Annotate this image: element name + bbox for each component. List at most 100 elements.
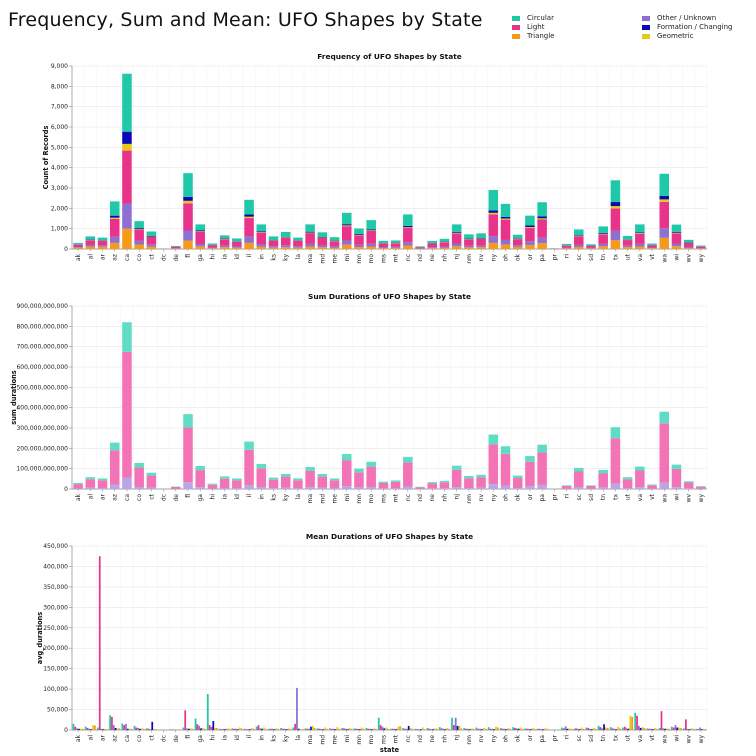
bar-segment-other-unknown (635, 243, 645, 247)
bar-segment-circular (512, 475, 523, 479)
x-tick-label: ri (564, 494, 571, 498)
bar-segment-circular (635, 224, 645, 233)
bar-triangle (484, 728, 487, 730)
y-tick-label: 200,000 (43, 645, 68, 652)
bar-segment-other-unknown (671, 243, 682, 247)
bar-geometric (324, 727, 326, 730)
bar-segment-light (109, 450, 120, 485)
bar-light (318, 728, 321, 730)
bar-segment-light (574, 236, 584, 245)
legend-item: Circular (512, 14, 554, 22)
bar-segment-other-unknown (329, 487, 340, 489)
x-tick-label: ri (564, 735, 571, 739)
bar-triangle (277, 728, 279, 730)
bar-triangle (521, 728, 524, 730)
bar-segment-circular (451, 465, 462, 470)
bar-segment-light (537, 219, 547, 238)
bar-segment-triangle (586, 248, 596, 249)
bar-segment-circular (232, 238, 242, 242)
x-tick-label: sc (576, 735, 583, 741)
bar-other-unknown (125, 723, 127, 730)
x-tick-label: ny (490, 494, 497, 502)
bar-circular (622, 727, 624, 730)
bar-segment-other-unknown (268, 246, 279, 248)
bar-circular (475, 727, 478, 730)
bar-segment-circular (293, 237, 303, 241)
bar-triangle (191, 728, 194, 730)
bar-segment-light (610, 208, 621, 231)
bar-triangle (155, 729, 157, 730)
bar-circular (500, 727, 502, 730)
bar-segment-triangle (219, 247, 230, 249)
bar-geometric (495, 726, 497, 730)
bar-segment-circular (146, 472, 157, 476)
bar-segment-circular (293, 478, 303, 481)
bar-segment-triangle (525, 244, 535, 249)
bar-other-unknown (332, 728, 335, 730)
x-tick-label: mo (368, 735, 375, 745)
x-tick-label: sd (588, 735, 595, 742)
bar-geometric (519, 727, 522, 730)
bar-other-unknown (247, 729, 249, 730)
bar-light (416, 729, 419, 730)
bar-segment-other-unknown (390, 488, 401, 489)
x-tick-label: hi (209, 735, 216, 741)
bar-segment-light (561, 485, 572, 489)
bar-segment-circular (183, 173, 193, 197)
x-tick-label: pr (551, 253, 558, 260)
bar-triangle (582, 728, 585, 730)
bar-segment-circular (122, 73, 132, 132)
bar-segment-circular (403, 214, 413, 226)
bar-other-unknown (393, 728, 396, 730)
bar-other-unknown (601, 728, 604, 730)
legend-label: Light (527, 23, 545, 31)
bar-segment-light (696, 486, 706, 489)
bar-light (245, 729, 248, 730)
bar-triangle (509, 728, 511, 730)
bar-triangle (252, 728, 255, 730)
bar-light (538, 728, 541, 730)
x-tick-label: va (637, 494, 644, 502)
y-axis-label: sum_durations (10, 370, 18, 425)
bar-circular (267, 728, 270, 730)
bar-segment-circular (574, 467, 584, 472)
x-tick-label: nc (405, 494, 412, 501)
x-tick-label: tn (600, 494, 607, 500)
x-tick-label: wv (686, 494, 693, 503)
bar-formation-changing (114, 727, 117, 730)
bar-light (404, 728, 406, 730)
bar-segment-circular (586, 244, 596, 246)
bar-circular (585, 727, 588, 730)
bar-other-unknown (454, 717, 457, 730)
bar-segment-other-unknown (427, 488, 438, 489)
bar-segment-light (305, 233, 315, 244)
x-tick-label: ks (270, 254, 277, 261)
sum-durations-chart: Sum Durations of UFO Shapes by State 0 100… (10, 292, 708, 504)
bar-segment-other-unknown (109, 236, 120, 243)
bar-segment-other-unknown (659, 482, 670, 489)
y-tick-label: 700,000,000,000 (16, 344, 68, 351)
bar-segment-other-unknown (305, 487, 315, 489)
bar-other-unknown (674, 725, 677, 730)
bar-segment-other-unknown (500, 485, 511, 489)
bar-segment-circular (500, 446, 511, 454)
bar-segment-light (635, 470, 645, 488)
bar-segment-triangle (122, 228, 132, 249)
bar-segment-geometric (488, 212, 499, 215)
x-tick-label: ms (380, 254, 387, 263)
bar-segment-circular (671, 224, 682, 232)
bar-circular (390, 728, 392, 730)
bar-segment-light (683, 243, 694, 248)
bar-segment-light (256, 468, 267, 487)
bar-triangle (264, 728, 267, 730)
bar-segment-circular (73, 482, 83, 485)
bar-geometric (153, 728, 155, 730)
bar-segment-circular (415, 246, 425, 247)
bar-segment-triangle (403, 245, 413, 249)
y-tick-label: 50,000 (47, 707, 68, 714)
bar-other-unknown (442, 728, 445, 730)
bar-segment-other-unknown (207, 247, 218, 249)
bar-triangle (362, 728, 365, 730)
bar-formation-changing (627, 728, 630, 730)
bar-segment-circular (537, 444, 547, 453)
